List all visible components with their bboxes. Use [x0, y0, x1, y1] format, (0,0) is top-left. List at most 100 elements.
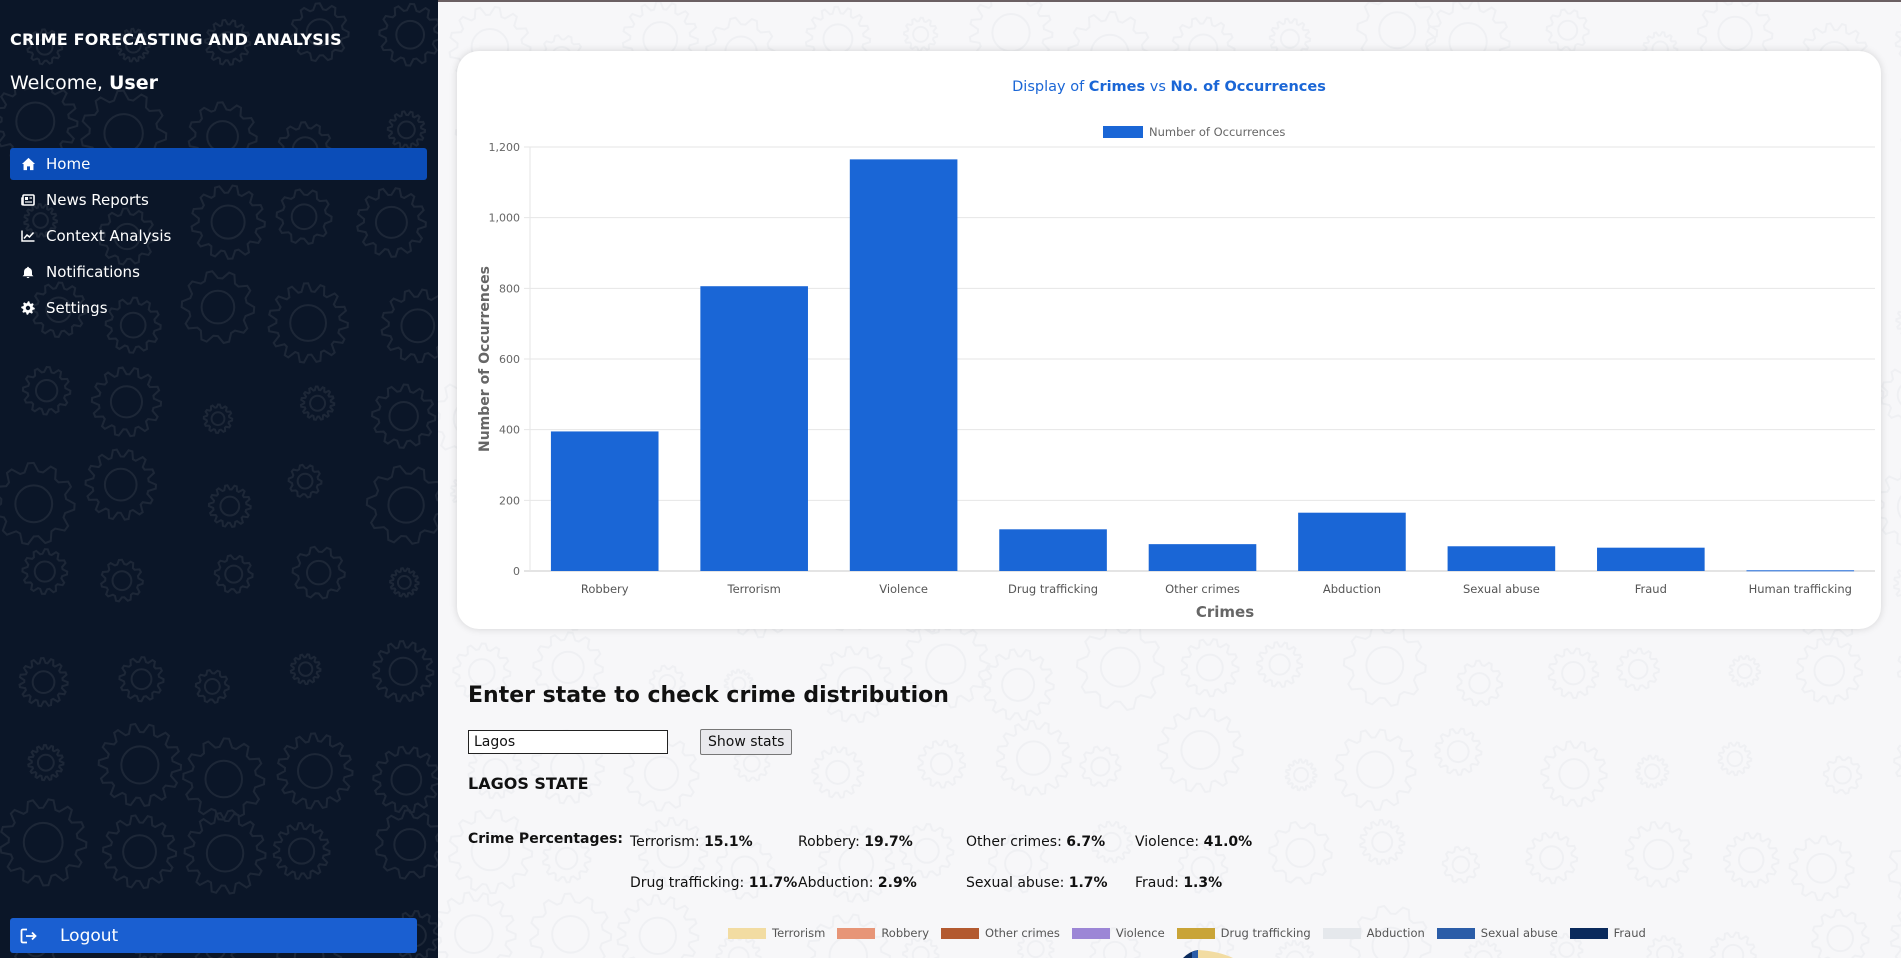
bell-icon	[20, 264, 36, 280]
pie-legend-swatch	[728, 927, 766, 939]
bar-sexual-abuse[interactable]	[1447, 546, 1556, 571]
background-gear	[1360, 820, 1404, 864]
percentage-value: 2.9%	[877, 875, 917, 891]
percentage-value: 1.3%	[1183, 875, 1223, 891]
percentage-value: 1.7%	[1068, 875, 1108, 891]
sidebar-item-notifications[interactable]: Notifications	[10, 256, 427, 288]
background-gear	[983, 649, 1054, 720]
y-tick-label: 600	[499, 353, 520, 366]
background-gear	[1896, 17, 1901, 63]
background-gear	[97, 722, 183, 808]
background-gear	[1710, 932, 1755, 958]
percentage-name: Abduction:	[798, 875, 874, 891]
background-gear	[1626, 822, 1691, 887]
crime-percentages-label: Crime Percentages:	[468, 831, 623, 847]
sidebar-item-label: Notifications	[46, 263, 140, 281]
x-axis-label: Crimes	[1196, 603, 1254, 621]
bar-violence[interactable]	[849, 159, 958, 571]
percentage-abduction: Abduction: 2.9%	[798, 875, 917, 891]
chart-title-part-4: No. of Occurrences	[1171, 79, 1326, 95]
chart-bars	[550, 159, 1855, 572]
x-tick-label: Abduction	[1323, 582, 1381, 596]
chart-x-ticks: Robbery Terrorism Violence Drug trafficking…	[581, 582, 1852, 596]
x-tick-label: Human trafficking	[1749, 582, 1852, 596]
sidebar-item-label: Context Analysis	[46, 227, 172, 245]
sidebar-item-context-analysis[interactable]: Context Analysis	[10, 220, 427, 252]
background-gear	[1158, 708, 1243, 792]
background-gear	[1824, 757, 1862, 794]
pie-legend-item[interactable]: Drug trafficking	[1176, 926, 1311, 940]
pie-legend-item[interactable]: Abduction	[1322, 926, 1425, 940]
background-gear	[102, 814, 178, 890]
background-gear	[1286, 759, 1317, 790]
percentage-robbery: Robbery: 19.7%	[798, 834, 913, 850]
background-gear	[276, 732, 354, 810]
sidebar-item-home[interactable]: Home	[10, 148, 427, 180]
background-gear	[1080, 747, 1120, 787]
pie-legend-item[interactable]: Terrorism	[728, 926, 825, 940]
percentage-value: 19.7%	[864, 834, 913, 850]
bar-other-crimes[interactable]	[1148, 544, 1257, 571]
percentage-value: 6.7%	[1066, 834, 1106, 850]
percentage-name: Terrorism:	[630, 834, 700, 850]
y-tick-label: 0	[513, 565, 520, 578]
background-gear	[1636, 756, 1668, 788]
background-gear	[213, 554, 254, 594]
background-gear	[997, 721, 1071, 795]
background-gear	[1457, 661, 1502, 706]
background-gear	[194, 669, 230, 704]
y-tick-label: 1,200	[489, 141, 521, 154]
background-gear	[449, 810, 532, 893]
pie-legend-item[interactable]: Sexual abuse	[1436, 926, 1558, 940]
background-gear	[287, 463, 323, 499]
newspaper-icon	[20, 192, 36, 208]
sidebar-item-label: Settings	[46, 299, 108, 317]
pie-legend-label: Fraud	[1613, 926, 1646, 940]
x-tick-label: Violence	[879, 582, 928, 596]
bar-human-trafficking[interactable]	[1746, 570, 1855, 572]
state-input[interactable]	[468, 730, 668, 754]
percentage-drug-trafficking: Drug trafficking: 11.7%	[630, 875, 797, 891]
chart-grid: 0 200 400 600 800 1,000 1,200	[489, 141, 1875, 578]
background-gear	[0, 798, 88, 887]
background-gear	[1435, 729, 1481, 775]
pie-legend-item[interactable]: Other crimes	[941, 926, 1060, 940]
sidebar-item-news-reports[interactable]: News Reports	[10, 184, 427, 216]
logout-button[interactable]: Logout	[10, 918, 417, 953]
bar-fraud[interactable]	[1597, 547, 1705, 571]
x-tick-label: Terrorism	[727, 582, 781, 596]
background-gear	[0, 461, 76, 546]
show-stats-button[interactable]: Show stats	[700, 729, 793, 755]
sidebar-item-settings[interactable]: Settings	[10, 292, 427, 324]
top-divider	[438, 0, 1901, 2]
percentage-fraud: Fraud: 1.3%	[1135, 875, 1222, 891]
bar-drug-trafficking[interactable]	[999, 529, 1107, 571]
background-gear	[1617, 648, 1659, 690]
background-gear	[900, 824, 953, 877]
legend-label[interactable]: Number of Occurrences	[1149, 125, 1285, 139]
background-gear	[1896, 304, 1901, 339]
pie-legend-swatch	[1436, 927, 1475, 939]
background-gear	[1335, 730, 1415, 810]
legend-swatch[interactable]	[1103, 126, 1143, 138]
background-gear	[904, 18, 937, 51]
pie-legend-item[interactable]: Violence	[1071, 926, 1165, 940]
background-gear	[90, 366, 163, 438]
background-gear	[291, 545, 346, 600]
background-gear	[1547, 9, 1589, 51]
pie-chart-top-edge	[1183, 950, 1233, 958]
bar-abduction[interactable]	[1298, 512, 1406, 571]
background-gear	[371, 383, 437, 449]
background-gear	[100, 558, 144, 603]
background-gear	[1889, 827, 1901, 911]
background-gear	[1724, 833, 1779, 887]
pie-legend-item[interactable]: Robbery	[837, 926, 929, 940]
bar-robbery[interactable]	[550, 431, 659, 571]
bar-terrorism[interactable]	[700, 286, 808, 571]
pie-legend-item[interactable]: Fraud	[1569, 926, 1646, 940]
main-content: Display of Crimes vs No. of Occurrences …	[438, 0, 1901, 958]
background-gear	[372, 745, 438, 814]
pie-legend-swatch	[1071, 927, 1110, 939]
background-gear	[1257, 642, 1302, 687]
state-section-title: Enter state to check crime distribution	[468, 683, 949, 708]
